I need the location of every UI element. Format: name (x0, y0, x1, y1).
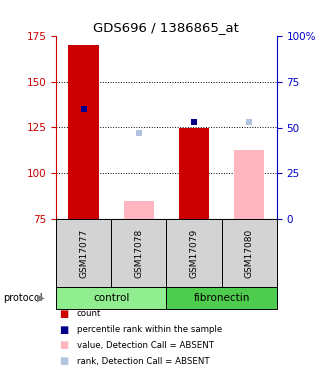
Text: count: count (77, 309, 101, 318)
Text: percentile rank within the sample: percentile rank within the sample (77, 325, 222, 334)
Bar (111, 219, 166, 287)
Text: ■: ■ (59, 309, 68, 319)
Bar (234, 150, 264, 219)
Text: rank, Detection Call = ABSENT: rank, Detection Call = ABSENT (77, 357, 209, 366)
Text: ▶: ▶ (37, 293, 45, 303)
Text: protocol: protocol (3, 293, 43, 303)
Text: GSM17080: GSM17080 (245, 228, 254, 278)
Bar (166, 219, 222, 287)
Bar (56, 287, 166, 309)
Text: fibronectin: fibronectin (193, 293, 250, 303)
Text: GSM17077: GSM17077 (79, 228, 88, 278)
Bar (56, 219, 111, 287)
Text: ■: ■ (59, 356, 68, 366)
Text: control: control (93, 293, 129, 303)
Bar (166, 287, 277, 309)
Text: ■: ■ (59, 340, 68, 350)
Text: value, Detection Call = ABSENT: value, Detection Call = ABSENT (77, 341, 214, 350)
Text: GSM17078: GSM17078 (134, 228, 143, 278)
Text: GSM17079: GSM17079 (189, 228, 198, 278)
Bar (124, 201, 154, 219)
Bar (221, 219, 277, 287)
Text: ■: ■ (59, 325, 68, 334)
Bar (179, 128, 209, 219)
Bar (68, 45, 99, 219)
Title: GDS696 / 1386865_at: GDS696 / 1386865_at (93, 21, 239, 34)
